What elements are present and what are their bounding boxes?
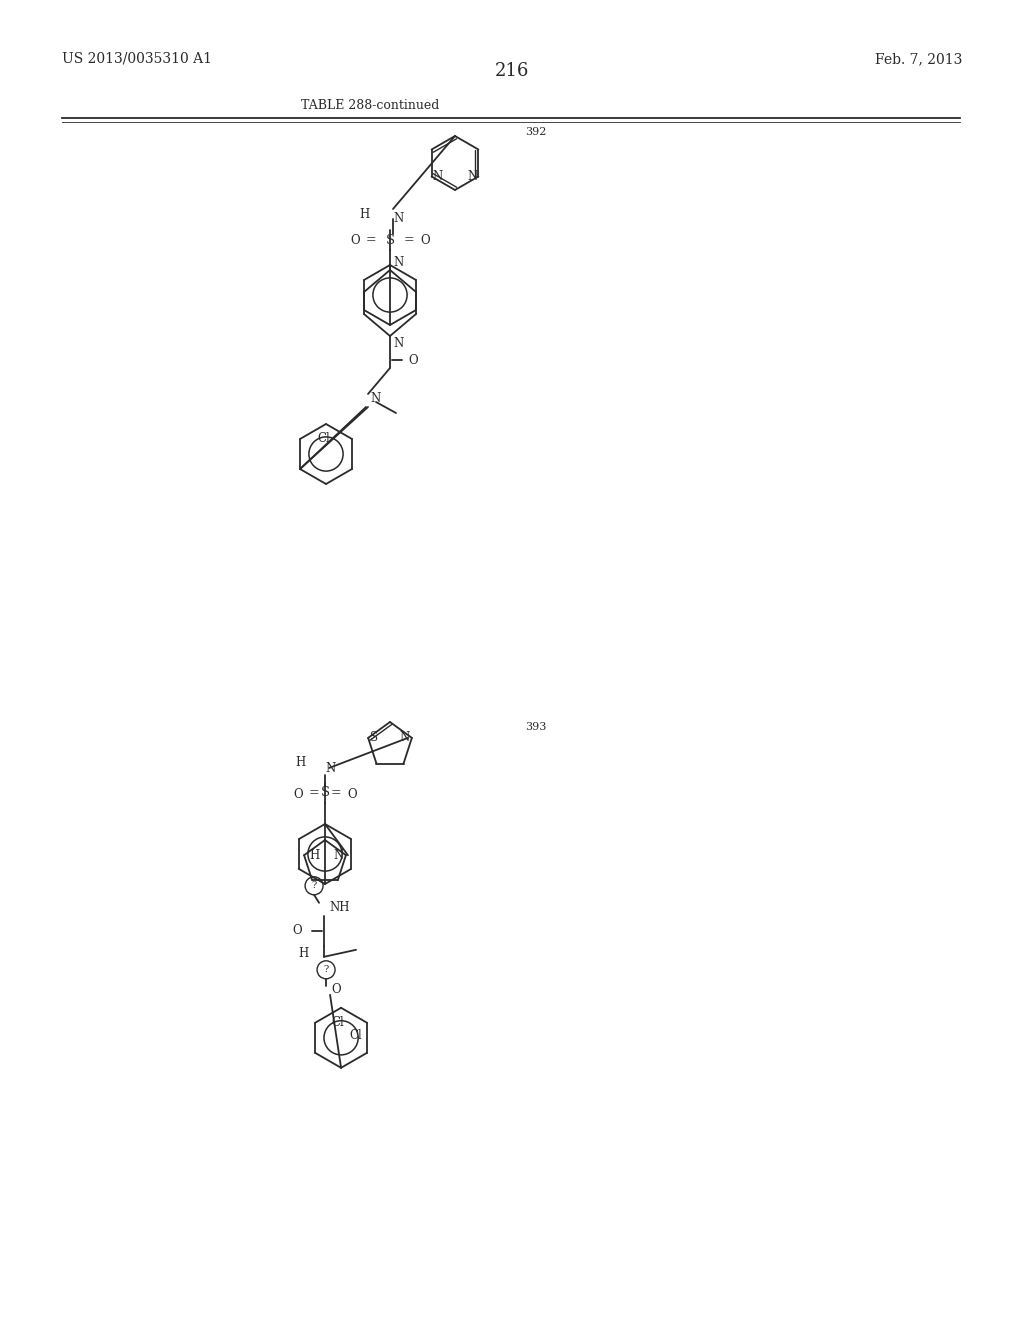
Text: N: N [334,849,344,862]
Text: TABLE 288-continued: TABLE 288-continued [301,99,439,112]
Text: =: = [403,234,415,247]
Text: Cl: Cl [332,1016,344,1028]
Text: Cl: Cl [349,1028,362,1041]
Text: S: S [385,234,394,247]
Text: H: H [299,948,309,960]
Text: 216: 216 [495,62,529,81]
Text: O: O [331,983,341,997]
Text: =: = [308,787,319,800]
Text: ?: ? [324,965,329,974]
Text: N: N [325,762,335,775]
Text: H: H [309,849,319,862]
Text: O: O [420,235,430,248]
Text: US 2013/0035310 A1: US 2013/0035310 A1 [62,51,212,66]
Text: O: O [350,235,360,248]
Text: H: H [359,207,370,220]
Text: Cl: Cl [317,432,331,445]
Text: 392: 392 [525,127,547,137]
Text: O: O [293,924,302,937]
Text: N: N [432,170,442,183]
Text: N: N [393,337,403,350]
Text: S: S [321,787,330,800]
Text: Feb. 7, 2013: Feb. 7, 2013 [874,51,962,66]
Text: N: N [399,731,410,744]
Text: N: N [393,256,403,269]
Text: N: N [467,170,477,183]
Text: N: N [393,211,403,224]
Text: 393: 393 [525,722,547,733]
Text: O: O [408,354,418,367]
Text: S: S [370,731,378,744]
Text: O: O [293,788,303,800]
Text: =: = [366,234,376,247]
Text: H: H [296,755,306,768]
Text: O: O [347,788,356,800]
Text: ?: ? [311,882,316,890]
Text: NH: NH [329,902,349,915]
Text: =: = [331,787,341,800]
Text: N: N [370,392,380,405]
